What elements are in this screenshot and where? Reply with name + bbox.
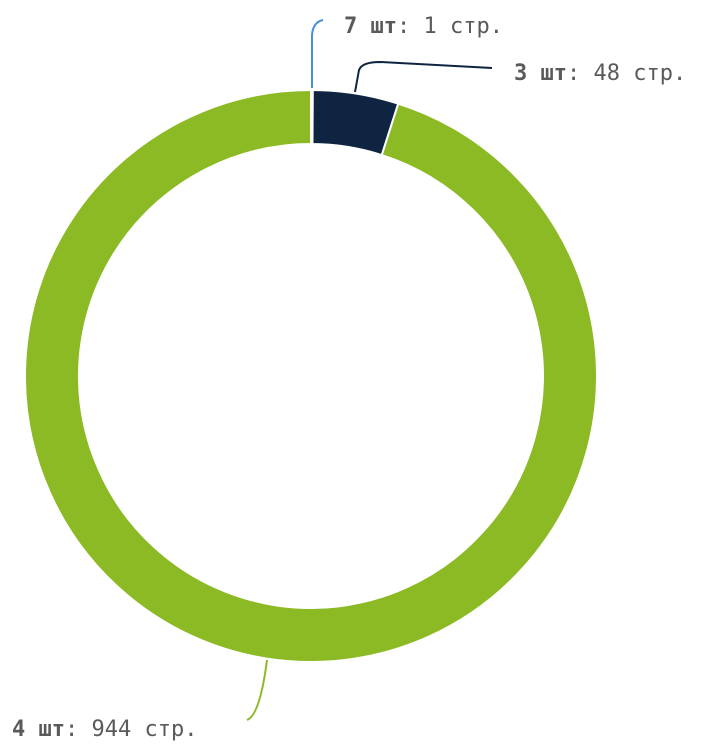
leader-line-4-шт bbox=[246, 659, 268, 721]
leader-line-7-шт bbox=[311, 19, 324, 88]
data-label-value: : 944 стр. bbox=[65, 717, 197, 742]
data-label-category: 3 шт bbox=[514, 61, 567, 86]
labels-group: 7 шт: 1 стр. 3 шт: 48 стр. 4 шт: 944 стр. bbox=[12, 14, 686, 742]
data-label-value: : 48 стр. bbox=[567, 61, 686, 86]
data-label-4-шт: 4 шт: 944 стр. bbox=[12, 717, 197, 742]
slices-group bbox=[24, 88, 598, 663]
data-label-3-шт: 3 шт: 48 стр. bbox=[514, 61, 686, 86]
data-label-category: 4 шт bbox=[12, 717, 65, 742]
leader-line-3-шт bbox=[354, 60, 493, 93]
slice-4-шт[interactable] bbox=[24, 88, 598, 663]
data-label-category: 7 шт bbox=[344, 14, 397, 39]
leader-lines-group bbox=[246, 19, 493, 721]
data-label-value: : 1 стр. bbox=[397, 14, 503, 39]
data-label-7-шт: 7 шт: 1 стр. bbox=[344, 14, 503, 39]
